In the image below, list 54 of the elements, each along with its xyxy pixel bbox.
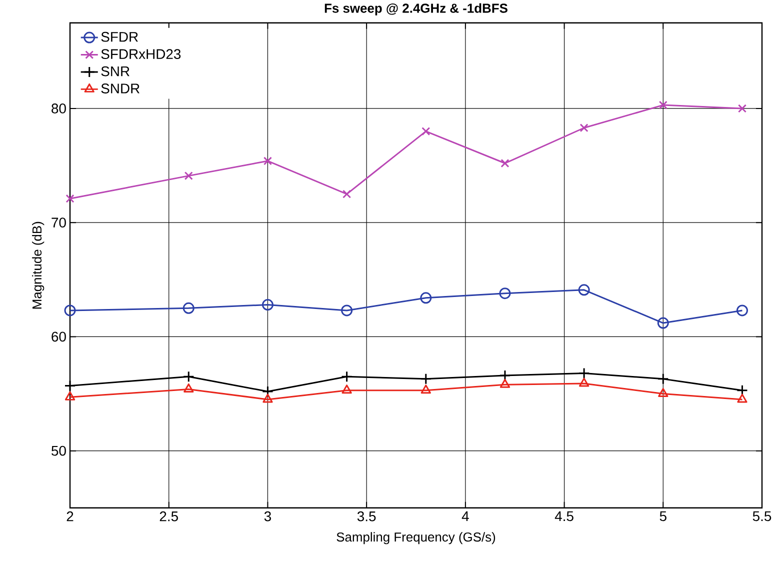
point — [263, 156, 272, 166]
point — [64, 392, 76, 400]
point — [262, 299, 274, 311]
point — [184, 384, 194, 393]
point — [499, 288, 511, 300]
point — [342, 190, 352, 198]
point — [657, 373, 669, 385]
point — [738, 104, 747, 113]
y-tick-label: 70 — [52, 218, 66, 228]
point — [420, 384, 431, 394]
point — [341, 370, 353, 382]
point — [420, 373, 432, 385]
legend-label: SNR — [101, 66, 130, 76]
point — [500, 159, 510, 168]
point — [500, 378, 510, 388]
point — [342, 384, 352, 394]
point — [184, 172, 193, 180]
point — [657, 317, 669, 329]
point — [182, 302, 194, 314]
x-tick-label: 4 — [462, 511, 469, 522]
point — [736, 384, 748, 396]
y-tick-label: 80 — [52, 104, 66, 114]
point — [422, 127, 430, 136]
x-tick-label: 5.5 — [752, 511, 772, 522]
point — [341, 304, 353, 316]
y-axis-title: Magnitude (dB) — [32, 222, 44, 309]
legend-label: SNDR — [101, 84, 140, 94]
y-tick-label: 60 — [52, 332, 66, 342]
x-tick-label: 4.5 — [554, 511, 574, 522]
point — [66, 194, 74, 203]
point — [736, 304, 748, 316]
point — [658, 100, 668, 110]
point — [64, 304, 76, 316]
legend-label: SFDR — [101, 32, 138, 42]
y-tick-label: 50 — [52, 446, 66, 456]
point — [578, 284, 590, 296]
point — [182, 370, 194, 382]
point — [580, 124, 588, 132]
point — [64, 380, 76, 392]
point — [658, 388, 668, 398]
legend-label: SFDRxHD23 — [101, 49, 181, 60]
point — [578, 368, 590, 380]
x-tick-label: 2 — [66, 511, 74, 522]
point — [262, 394, 273, 403]
point — [499, 370, 511, 382]
x-tick-label: 3 — [264, 511, 271, 522]
x-tick-label: 5 — [660, 511, 666, 522]
x-axis-title: Sampling Frequency (GS/s) — [336, 532, 496, 544]
point — [578, 378, 590, 387]
x-tick-label: 3.5 — [357, 511, 376, 522]
chart-title: Fs sweep @ 2.4GHz & -1dBFS — [324, 3, 508, 16]
point — [737, 394, 748, 403]
point — [420, 292, 432, 304]
x-tick-label: 2.5 — [160, 511, 178, 522]
